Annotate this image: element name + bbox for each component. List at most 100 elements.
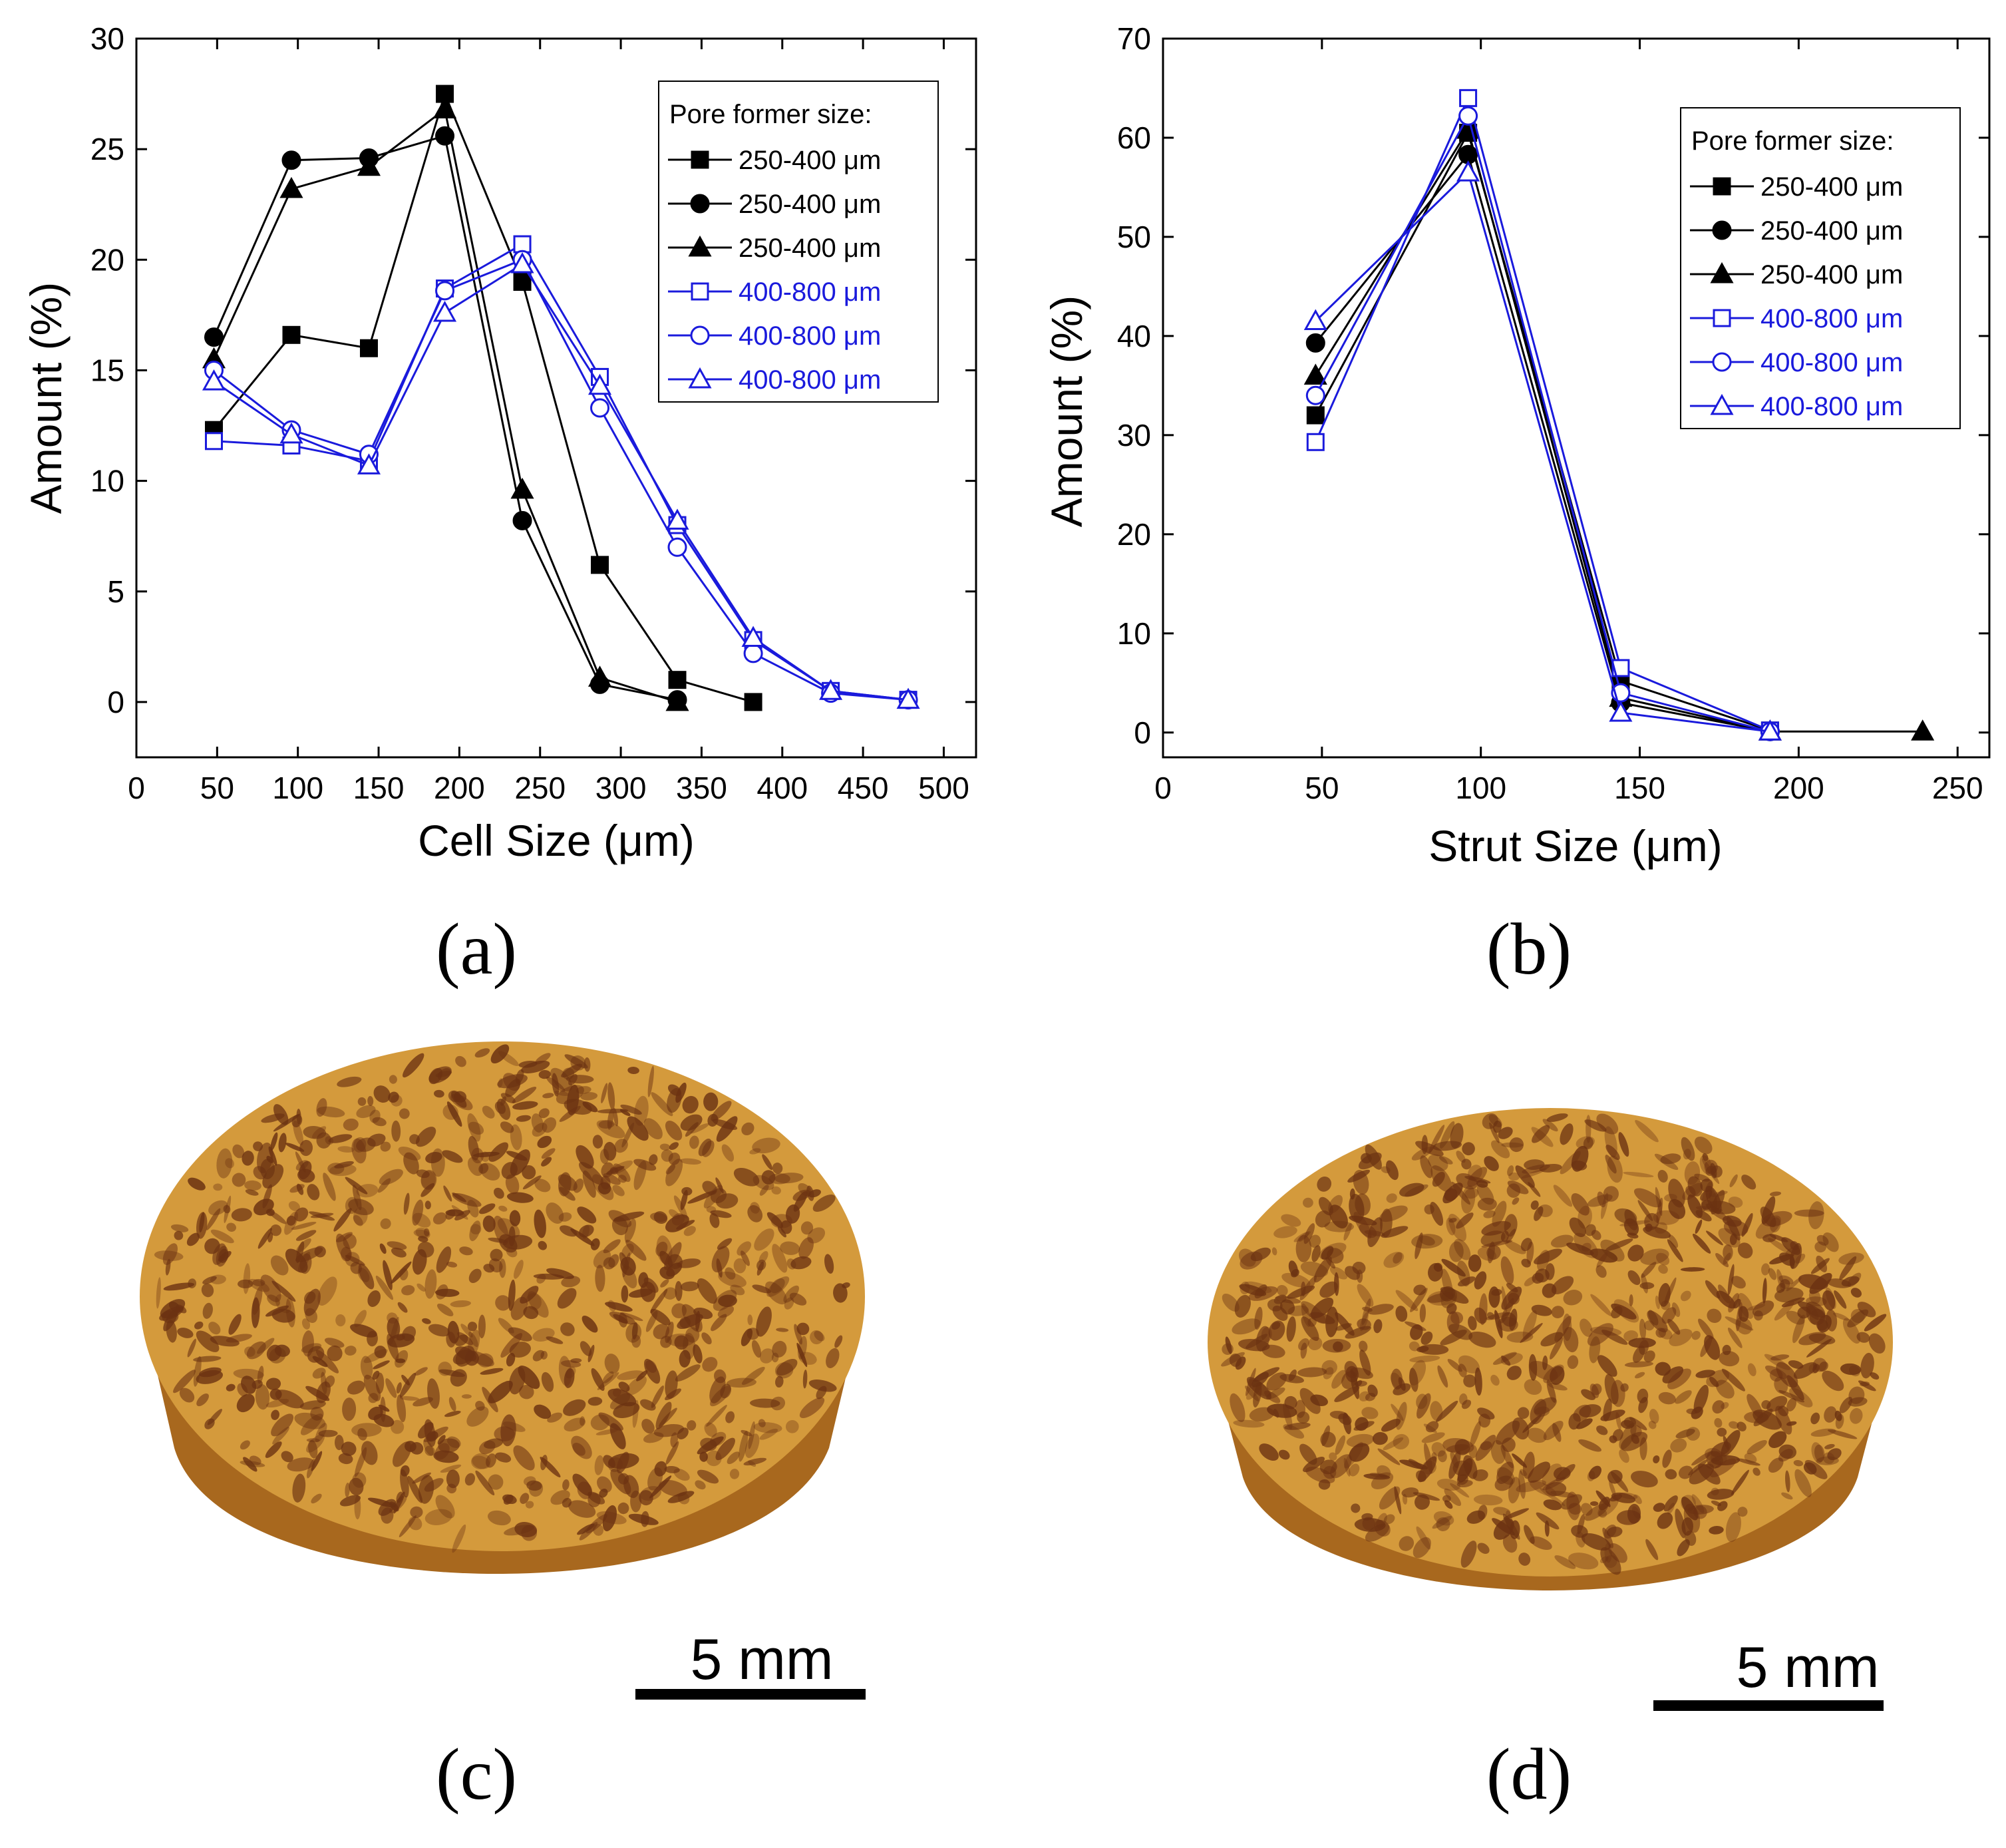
legend-label: 400-800 μm bbox=[739, 277, 881, 307]
sample-render-c: 5 mm (c) bbox=[140, 1041, 866, 1815]
y-tick-label: 60 bbox=[1117, 120, 1151, 155]
legend-label: 250-400 μm bbox=[1760, 260, 1903, 289]
data-point bbox=[432, 300, 457, 322]
data-point bbox=[1305, 385, 1325, 405]
y-tick-label: 15 bbox=[90, 353, 124, 387]
legend-entry: 250-400 μm bbox=[1690, 172, 1903, 202]
y-axis-label: Amount (%) bbox=[1042, 295, 1091, 527]
x-tick-label: 500 bbox=[918, 771, 969, 805]
plot-frame bbox=[135, 37, 977, 759]
y-tick-label: 40 bbox=[1117, 319, 1151, 353]
legend-entry: 250-400 μm bbox=[668, 234, 881, 263]
data-point bbox=[1456, 160, 1480, 182]
data-point bbox=[513, 273, 532, 291]
data-point bbox=[819, 679, 843, 700]
panel-label: (b) bbox=[1486, 908, 1572, 990]
legend-label: 250-400 μm bbox=[1760, 172, 1903, 202]
data-point bbox=[1303, 309, 1327, 331]
data-point bbox=[435, 281, 455, 301]
data-series bbox=[1303, 89, 1935, 741]
x-tick-label: 400 bbox=[756, 771, 808, 805]
series-line bbox=[1315, 170, 1770, 733]
data-point bbox=[896, 687, 920, 709]
data-point bbox=[357, 453, 381, 474]
legend-label: 250-400 μm bbox=[739, 190, 881, 219]
data-point bbox=[279, 422, 303, 444]
data-point bbox=[1758, 719, 1782, 741]
legend-label: 250-400 μm bbox=[739, 146, 881, 175]
data-point bbox=[665, 508, 689, 530]
data-point bbox=[668, 671, 687, 689]
panel-label: (c) bbox=[436, 1734, 517, 1815]
series-6 bbox=[202, 252, 920, 709]
y-tick-label: 25 bbox=[90, 132, 124, 166]
legend-box bbox=[1680, 107, 1961, 429]
data-point bbox=[665, 689, 689, 711]
y-tick-label: 5 bbox=[107, 574, 124, 609]
legend-marker bbox=[688, 367, 712, 389]
y-tick-label: 10 bbox=[1117, 616, 1151, 651]
data-point bbox=[357, 154, 381, 176]
y-tick-label: 0 bbox=[1134, 715, 1151, 750]
data-point bbox=[510, 252, 534, 274]
data-point bbox=[587, 665, 612, 687]
series-line bbox=[213, 262, 909, 701]
data-point bbox=[587, 373, 612, 395]
x-tick-label: 100 bbox=[272, 771, 323, 805]
legend-title: Pore former size: bbox=[1691, 126, 1894, 156]
x-tick-label: 200 bbox=[434, 771, 485, 805]
series-line bbox=[1315, 152, 1770, 733]
legend-title: Pore former size: bbox=[669, 100, 872, 129]
data-point bbox=[1609, 700, 1633, 722]
legend-marker bbox=[1712, 220, 1732, 240]
y-tick-label: 10 bbox=[90, 464, 124, 498]
legend-box bbox=[658, 81, 939, 403]
series-line bbox=[213, 258, 909, 701]
x-tick-label: 0 bbox=[128, 771, 145, 805]
data-point bbox=[282, 325, 301, 344]
data-point bbox=[204, 432, 223, 451]
x-tick-label: 200 bbox=[1773, 771, 1824, 805]
x-tick-label: 150 bbox=[353, 771, 405, 805]
data-point bbox=[204, 327, 224, 347]
y-tick-label: 0 bbox=[107, 685, 124, 719]
y-tick-label: 20 bbox=[1117, 517, 1151, 552]
data-point bbox=[281, 150, 301, 170]
panel-label: (d) bbox=[1486, 1734, 1572, 1815]
y-tick-label: 20 bbox=[90, 242, 124, 277]
panel-label: (a) bbox=[436, 908, 517, 990]
data-point bbox=[1458, 106, 1478, 126]
legend-entries: 250-400 μm 250-400 μm 250-400 μm 400-800 μm… bbox=[1690, 172, 1903, 421]
strut-size-chart: 0 50 100 150 200 250 0 10 20 30 40 50 60 70 Strut Siz… bbox=[1042, 21, 1991, 990]
data-point bbox=[1305, 333, 1325, 353]
legend-entry: 250-400 μm bbox=[1690, 216, 1903, 246]
legend-entry: 400-800 μm bbox=[1690, 392, 1903, 421]
legend-entry: 250-400 μm bbox=[668, 146, 881, 175]
x-tick-label: 50 bbox=[1305, 771, 1339, 805]
data-point bbox=[1306, 433, 1325, 451]
legend-marker bbox=[1710, 262, 1734, 283]
data-point bbox=[432, 97, 457, 118]
sample-render-d: 5 mm (d) bbox=[1208, 1108, 1893, 1815]
legend-label: 400-800 μm bbox=[1760, 304, 1903, 333]
scale-bar-label: 5 mm bbox=[1737, 1636, 1880, 1700]
y-tick-label: 30 bbox=[90, 21, 124, 56]
series-line bbox=[1314, 113, 1770, 733]
data-point bbox=[591, 556, 609, 574]
x-tick-label: 50 bbox=[200, 771, 234, 805]
series-1 bbox=[204, 85, 762, 711]
x-axis-label: Strut Size (μm) bbox=[1428, 821, 1722, 870]
series-line bbox=[1314, 94, 1770, 732]
x-tick-label: 300 bbox=[595, 771, 647, 805]
y-axis-label: Amount (%) bbox=[21, 282, 71, 514]
y-tick-label: 30 bbox=[1117, 418, 1151, 453]
legend-marker bbox=[691, 282, 709, 301]
data-point bbox=[590, 398, 610, 418]
data-point bbox=[1303, 363, 1327, 385]
legend-entry: 400-800 μm bbox=[668, 277, 881, 307]
x-tick-label: 250 bbox=[514, 771, 566, 805]
data-point bbox=[744, 693, 762, 711]
scale-bar bbox=[1653, 1700, 1884, 1711]
porous-disk-image bbox=[1208, 1108, 1893, 1590]
